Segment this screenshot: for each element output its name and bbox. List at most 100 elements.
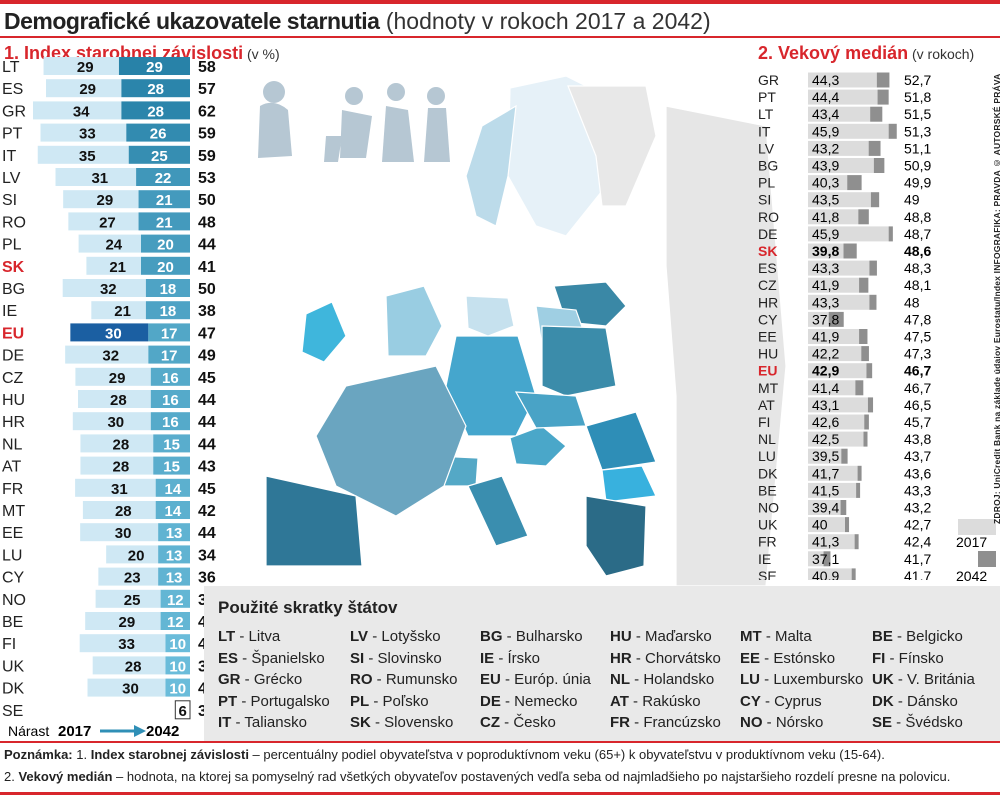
- median-2042-se: 41,7: [904, 568, 931, 580]
- value-2017-hu: 28: [110, 392, 127, 409]
- value-increase-ie: 18: [160, 303, 177, 320]
- value-increase-mt: 14: [165, 503, 182, 520]
- value-increase-gr: 28: [147, 103, 164, 120]
- value-increase-pl: 20: [157, 237, 174, 254]
- value-increase-lv: 22: [155, 170, 172, 187]
- median-2017-hr: 43,3: [812, 294, 839, 310]
- median-2042-cz: 48,1: [904, 277, 931, 293]
- bar-increase-it: [128, 145, 190, 164]
- abbr-sk: SK - Slovensko: [350, 714, 454, 731]
- value-2017-pl: 24: [105, 237, 122, 254]
- median-2017-pl: 40,3: [812, 175, 839, 191]
- value-increase-fr: 14: [165, 481, 182, 498]
- median-2017-lv: 43,2: [812, 140, 839, 156]
- abbr-cy: CY - Cyprus: [740, 692, 822, 710]
- median-country-it: IT: [758, 123, 771, 139]
- country-label-lv: LV: [2, 170, 21, 187]
- median-bar-2042-fi: [864, 414, 869, 430]
- median-bar-2042-ee: [859, 329, 868, 344]
- bar-increase-nl: [153, 434, 190, 453]
- abbr-lu: LU - Luxembursko: [740, 671, 864, 688]
- value-2042-fr: 45: [198, 481, 216, 498]
- value-2017-at: 28: [113, 459, 130, 476]
- value-increase-pt: 26: [150, 126, 167, 143]
- abbr-no: NO - Nórsko: [740, 714, 824, 731]
- median-bar-2017-no: [808, 500, 841, 515]
- value-2042-nl: 44: [198, 436, 216, 453]
- median-2017-gr: 44,3: [812, 72, 839, 88]
- bottom-rule: [0, 792, 1000, 795]
- value-2042-sk: 41: [198, 259, 216, 276]
- bar-increase-cy: [158, 567, 190, 586]
- bar-increase-no: [160, 589, 190, 608]
- bar-increase-pl: [141, 234, 190, 253]
- median-bar-2042-pt: [877, 89, 889, 105]
- notes-rule: [0, 741, 1000, 743]
- median-bar-2017-uk: [808, 517, 845, 533]
- value-increase-uk: 10: [169, 658, 186, 675]
- median-country-sk: SK: [758, 243, 777, 259]
- bar-increase-at: [153, 456, 190, 475]
- median-2042-no: 43,2: [904, 500, 931, 516]
- median-bar-2042-lt: [870, 106, 883, 122]
- value-2017-ee: 30: [115, 525, 132, 542]
- median-bar-2017-fr: [808, 534, 855, 550]
- median-2042-ie: 41,7: [904, 551, 931, 567]
- value-2017-lu: 20: [128, 547, 145, 564]
- value-2042-pt: 59: [198, 126, 216, 143]
- value-increase-se: 6: [178, 703, 186, 720]
- median-2042-at: 46,5: [904, 397, 931, 413]
- value-2017-sk: 21: [109, 259, 126, 276]
- bar-increase-bg: [145, 279, 190, 297]
- bar-2017-cy: [98, 567, 159, 586]
- median-bar-2042-bg: [873, 158, 885, 173]
- country-label-hu: HU: [2, 392, 25, 409]
- country-label-hr: HR: [2, 414, 25, 431]
- median-2017-pt: 44,4: [812, 89, 839, 105]
- country-label-ro: RO: [2, 214, 26, 231]
- value-2042-ro: 48: [198, 214, 216, 231]
- bar-increase-sk: [141, 256, 190, 275]
- value-2042-bg: 50: [198, 281, 216, 298]
- bar-2017-be: [85, 612, 161, 630]
- abbr-it: IT - Taliansko: [218, 714, 307, 731]
- median-2017-ie: 37,1: [812, 551, 839, 567]
- value-increase-lt: 29: [146, 59, 163, 76]
- bar-2017-cz: [75, 367, 151, 386]
- value-2017-uk: 28: [125, 658, 142, 675]
- median-country-cy: CY: [758, 311, 778, 327]
- country-label-sk: SK: [2, 259, 25, 276]
- bar-2017-hr: [72, 412, 151, 431]
- median-2017-de: 45,9: [812, 226, 839, 242]
- median-2042-de: 48,7: [904, 226, 931, 242]
- median-bar-2017-ro: [808, 209, 859, 225]
- median-bar-2017-de: [808, 226, 889, 242]
- bar-2017-lt: [43, 57, 119, 75]
- bar-2017-sk: [86, 256, 141, 275]
- median-2017-cz: 41,9: [812, 277, 839, 293]
- median-bar-2042-lu: [841, 448, 848, 464]
- note-2: 2. Vekový medián – hodnota, na ktorej sa…: [4, 769, 951, 784]
- abbr-eu: EU - Európ. únia: [480, 671, 591, 688]
- country-label-pt: PT: [2, 126, 23, 143]
- median-country-lt: LT: [758, 106, 774, 122]
- bar-increase-be: [160, 612, 190, 630]
- value-2017-si: 29: [97, 192, 114, 209]
- median-bar-2042-de: [888, 226, 893, 242]
- abbr-hu: HU - Maďarsko: [610, 628, 712, 645]
- median-bar-2017-be: [808, 482, 857, 498]
- median-country-nl: NL: [758, 431, 776, 447]
- median-country-no: NO: [758, 500, 779, 516]
- median-2042-lu: 43,7: [904, 448, 931, 464]
- abbr-se: SE - Švédsko: [872, 714, 963, 731]
- bar-increase-cz: [150, 367, 190, 386]
- median-bar-2017-ie: [808, 551, 824, 567]
- median-bar-2017-it: [808, 123, 889, 139]
- legend-2017-label: 2017: [956, 534, 987, 550]
- median-bar-2017-lu: [808, 448, 842, 464]
- value-2017-no: 25: [124, 592, 141, 609]
- abbr-pl: PL - Poľsko: [350, 692, 429, 710]
- country-label-si: SI: [2, 192, 17, 209]
- legend-2042-label: 2042: [956, 568, 987, 584]
- value-increase-eu: 17: [161, 325, 178, 342]
